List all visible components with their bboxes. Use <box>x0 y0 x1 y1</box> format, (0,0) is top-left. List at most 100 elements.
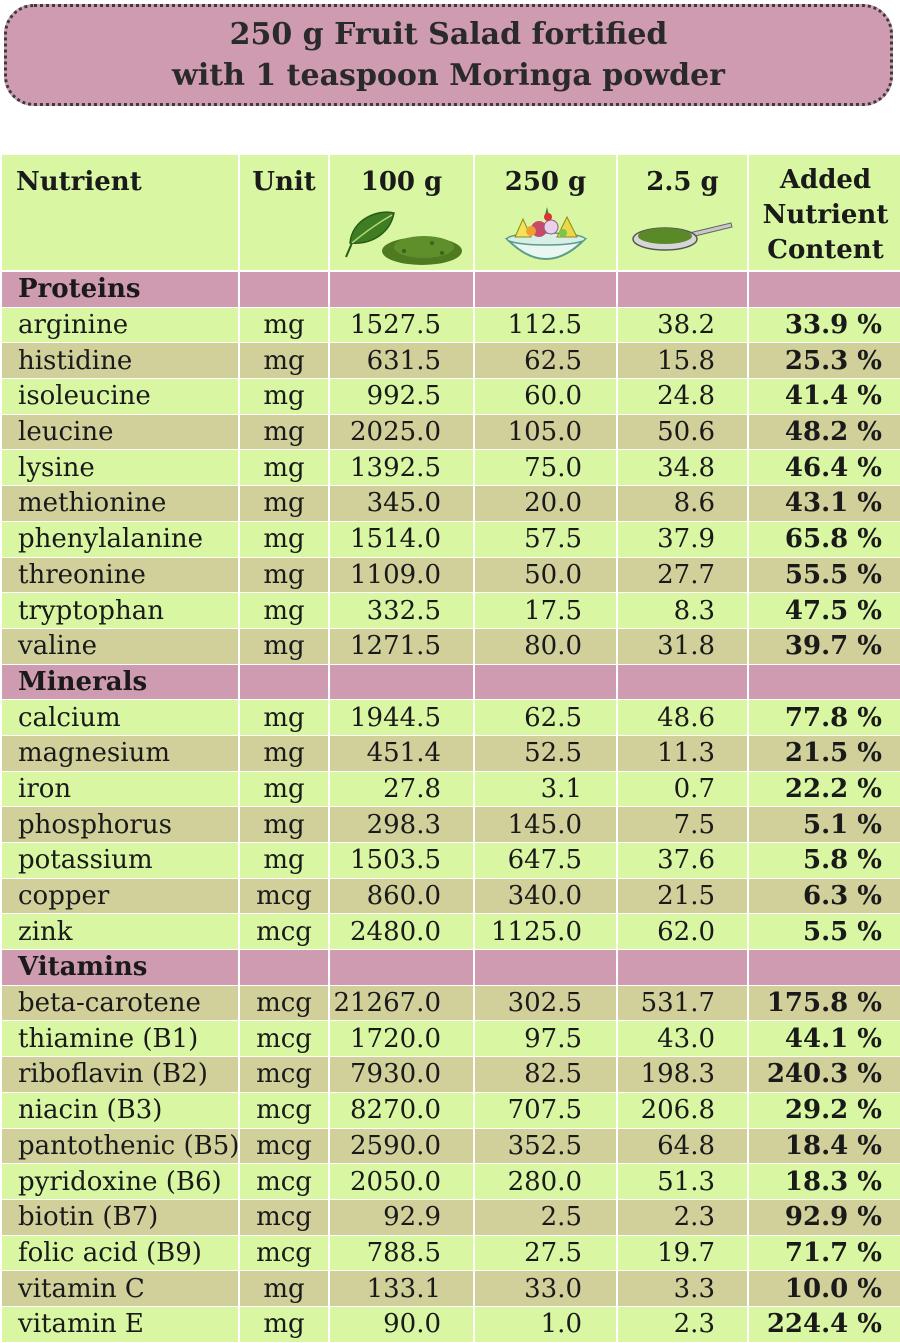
header-100g-label: 100 g <box>360 167 443 197</box>
table-row: arginine mg 1527.5 112.5 38.2 33.9 % <box>2 307 900 344</box>
added-content-cell: 65.8 % <box>749 521 900 558</box>
section-empty-cell <box>475 272 616 308</box>
unit-cell: mg <box>240 843 328 879</box>
table-row: beta-carotene mcg 21267.0 302.5 531.7 175.8 % <box>2 985 900 1022</box>
nutrient-name-cell: niacin (B3) <box>2 1092 238 1129</box>
unit-cell: mg <box>240 771 328 808</box>
value-2-5g-cell: 24.8 <box>618 379 747 415</box>
nutrient-name-cell: potassium <box>2 843 238 879</box>
value-2-5g-cell: 206.8 <box>618 1092 747 1129</box>
section-title: Vitamins <box>2 950 238 986</box>
section-empty-cell <box>240 664 328 701</box>
added-content-cell: 5.1 % <box>749 807 900 843</box>
value-250g-cell: 62.5 <box>475 700 616 736</box>
header-2-5g-label: 2.5 g <box>646 167 719 197</box>
nutrient-name-cell: riboflavin (B2) <box>2 1057 238 1093</box>
value-2-5g-cell: 64.8 <box>618 1128 747 1165</box>
value-100g-cell: 1514.0 <box>330 521 473 558</box>
unit-cell: mg <box>240 307 328 344</box>
added-content-cell: 175.8 % <box>749 985 900 1022</box>
value-2-5g-cell: 531.7 <box>618 985 747 1022</box>
section-header-row: Vitamins <box>2 950 900 986</box>
nutrient-name-cell: iron <box>2 771 238 808</box>
table-row: pyridoxine (B6) mcg 2050.0 280.0 51.3 18.3 % <box>2 1164 900 1200</box>
table-row: copper mcg 860.0 340.0 21.5 6.3 % <box>2 878 900 915</box>
unit-cell: mg <box>240 593 328 629</box>
value-100g-cell: 92.9 <box>330 1199 473 1236</box>
table-row: pantothenic (B5) mcg 2590.0 352.5 64.8 18.4 % <box>2 1128 900 1165</box>
header-added-nutrient-content: Added Nutrient Content <box>749 155 900 272</box>
value-250g-cell: 82.5 <box>475 1057 616 1093</box>
value-250g-cell: 27.5 <box>475 1235 616 1272</box>
nutrient-name-cell: copper <box>2 878 238 915</box>
added-content-cell: 77.8 % <box>749 700 900 736</box>
value-2-5g-cell: 2.3 <box>618 1199 747 1236</box>
value-100g-cell: 2050.0 <box>330 1164 473 1200</box>
table-row: zink mcg 2480.0 1125.0 62.0 5.5 % <box>2 914 900 951</box>
unit-cell: mg <box>240 1306 328 1343</box>
table-header-row: Nutrient Unit 100 g 250 g <box>2 155 900 272</box>
value-100g-cell: 27.8 <box>330 771 473 808</box>
unit-cell: mcg <box>240 914 328 951</box>
nutrient-name-cell: tryptophan <box>2 593 238 629</box>
section-title: Proteins <box>2 272 238 308</box>
section-title: Minerals <box>2 664 238 701</box>
unit-cell: mg <box>240 486 328 522</box>
added-content-cell: 5.8 % <box>749 843 900 879</box>
unit-cell: mg <box>240 521 328 558</box>
value-250g-cell: 3.1 <box>475 771 616 808</box>
nutrient-name-cell: vitamin E <box>2 1306 238 1343</box>
value-100g-cell: 345.0 <box>330 486 473 522</box>
table-row: leucine mg 2025.0 105.0 50.6 48.2 % <box>2 414 900 451</box>
unit-cell: mcg <box>240 1128 328 1165</box>
added-content-cell: 33.9 % <box>749 307 900 344</box>
added-content-cell: 47.5 % <box>749 593 900 629</box>
nutrient-name-cell: vitamin C <box>2 1271 238 1307</box>
unit-cell: mcg <box>240 1235 328 1272</box>
section-empty-cell <box>618 664 747 701</box>
header-250g: 250 g <box>475 155 616 272</box>
section-empty-cell <box>475 950 616 986</box>
value-250g-cell: 340.0 <box>475 878 616 915</box>
section-empty-cell <box>330 664 473 701</box>
value-250g-cell: 302.5 <box>475 985 616 1022</box>
nutrient-name-cell: methionine <box>2 486 238 522</box>
value-100g-cell: 7930.0 <box>330 1057 473 1093</box>
value-100g-cell: 8270.0 <box>330 1092 473 1129</box>
nutrient-name-cell: biotin (B7) <box>2 1199 238 1236</box>
table-row: iron mg 27.8 3.1 0.7 22.2 % <box>2 771 900 808</box>
value-2-5g-cell: 8.3 <box>618 593 747 629</box>
value-250g-cell: 105.0 <box>475 414 616 451</box>
section-header-row: Minerals <box>2 664 900 701</box>
value-2-5g-cell: 34.8 <box>618 450 747 487</box>
header-nutrient: Nutrient <box>2 155 238 272</box>
unit-cell: mcg <box>240 1164 328 1200</box>
nutrient-name-cell: phosphorus <box>2 807 238 843</box>
unit-cell: mcg <box>240 1199 328 1236</box>
nutrient-name-cell: beta-carotene <box>2 985 238 1022</box>
added-content-cell: 6.3 % <box>749 878 900 915</box>
value-250g-cell: 52.5 <box>475 735 616 772</box>
added-content-cell: 22.2 % <box>749 771 900 808</box>
added-content-cell: 92.9 % <box>749 1199 900 1236</box>
added-content-cell: 21.5 % <box>749 735 900 772</box>
nutrient-name-cell: phenylalanine <box>2 521 238 558</box>
header-added-line-1: Added <box>779 165 872 195</box>
value-100g-cell: 631.5 <box>330 343 473 380</box>
unit-cell: mg <box>240 628 328 665</box>
value-250g-cell: 62.5 <box>475 343 616 380</box>
unit-cell: mcg <box>240 878 328 915</box>
value-2-5g-cell: 21.5 <box>618 878 747 915</box>
value-2-5g-cell: 37.9 <box>618 521 747 558</box>
added-content-cell: 39.7 % <box>749 628 900 665</box>
value-250g-cell: 352.5 <box>475 1128 616 1165</box>
section-empty-cell <box>330 272 473 308</box>
added-content-cell: 71.7 % <box>749 1235 900 1272</box>
value-250g-cell: 707.5 <box>475 1092 616 1129</box>
added-content-cell: 46.4 % <box>749 450 900 487</box>
nutrient-table-body: Nutrient Unit 100 g 250 g <box>2 155 900 1343</box>
value-2-5g-cell: 62.0 <box>618 914 747 951</box>
unit-cell: mg <box>240 379 328 415</box>
